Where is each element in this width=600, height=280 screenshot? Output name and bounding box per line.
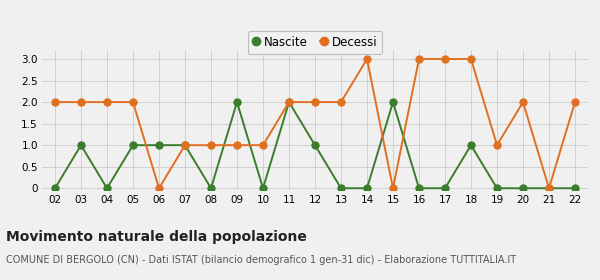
Nascite: [467, 143, 475, 147]
Nascite: [208, 186, 215, 190]
Decessi: [233, 143, 241, 147]
Decessi: [520, 101, 527, 104]
Line: Decessi: Decessi: [52, 55, 578, 192]
Nascite: [571, 186, 578, 190]
Decessi: [208, 143, 215, 147]
Decessi: [155, 186, 163, 190]
Nascite: [155, 143, 163, 147]
Decessi: [311, 101, 319, 104]
Nascite: [545, 186, 553, 190]
Decessi: [442, 57, 449, 61]
Line: Nascite: Nascite: [52, 99, 578, 192]
Nascite: [103, 186, 110, 190]
Decessi: [467, 57, 475, 61]
Nascite: [52, 186, 59, 190]
Decessi: [364, 57, 371, 61]
Text: Movimento naturale della popolazione: Movimento naturale della popolazione: [6, 230, 307, 244]
Nascite: [311, 143, 319, 147]
Nascite: [77, 143, 85, 147]
Nascite: [493, 186, 500, 190]
Nascite: [181, 143, 188, 147]
Nascite: [389, 101, 397, 104]
Decessi: [259, 143, 266, 147]
Text: COMUNE DI BERGOLO (CN) - Dati ISTAT (bilancio demografico 1 gen-31 dic) - Elabor: COMUNE DI BERGOLO (CN) - Dati ISTAT (bil…: [6, 255, 516, 265]
Decessi: [545, 186, 553, 190]
Legend: Nascite, Decessi: Nascite, Decessi: [248, 31, 382, 53]
Decessi: [52, 101, 59, 104]
Decessi: [571, 101, 578, 104]
Nascite: [364, 186, 371, 190]
Nascite: [233, 101, 241, 104]
Decessi: [130, 101, 137, 104]
Nascite: [520, 186, 527, 190]
Nascite: [259, 186, 266, 190]
Decessi: [415, 57, 422, 61]
Nascite: [337, 186, 344, 190]
Nascite: [442, 186, 449, 190]
Decessi: [493, 143, 500, 147]
Decessi: [77, 101, 85, 104]
Nascite: [130, 143, 137, 147]
Decessi: [389, 186, 397, 190]
Decessi: [286, 101, 293, 104]
Nascite: [286, 101, 293, 104]
Decessi: [181, 143, 188, 147]
Decessi: [337, 101, 344, 104]
Nascite: [415, 186, 422, 190]
Decessi: [103, 101, 110, 104]
